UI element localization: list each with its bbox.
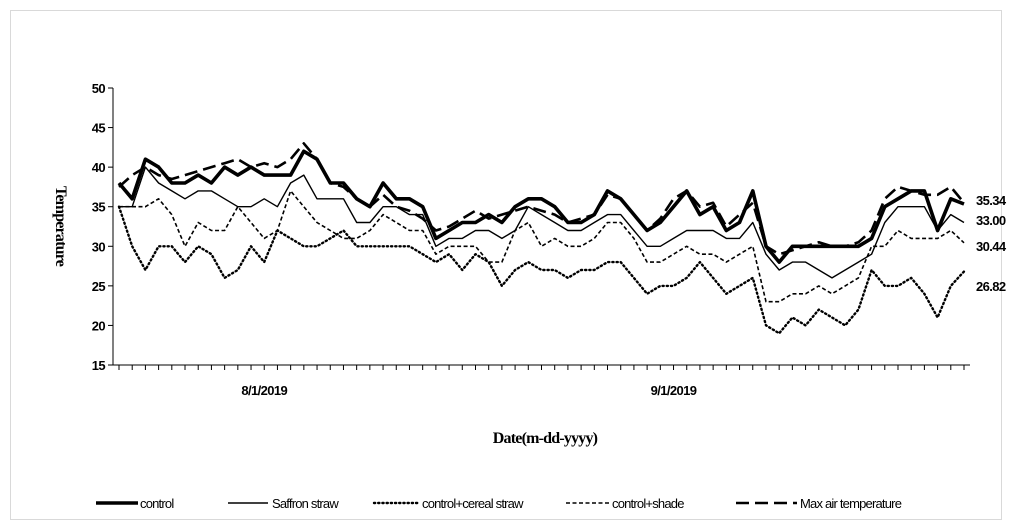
end-value-label: 30.44 xyxy=(976,239,1007,254)
y-tick-label: 20 xyxy=(92,318,106,333)
legend-item: Max air temperature xyxy=(736,496,902,511)
x-axis-title: Date(m-dd-yyyy) xyxy=(493,430,598,447)
end-value-label: 35.34 xyxy=(976,193,1007,208)
series-line-saffron-straw xyxy=(119,166,965,279)
y-tick-label: 45 xyxy=(92,121,106,136)
series-line-control-shade xyxy=(119,190,965,303)
legend-label: Max air temperature xyxy=(800,496,902,511)
y-tick-label: 25 xyxy=(92,279,106,294)
chart-legend: control Saffron straw control+cereal straw… xyxy=(96,496,902,511)
y-tick-label: 30 xyxy=(92,239,106,254)
legend-label: control+shade xyxy=(612,496,684,511)
end-value-label: 26.82 xyxy=(976,279,1006,294)
y-tick-label: 15 xyxy=(92,358,106,373)
legend-label: control xyxy=(140,496,174,511)
legend-label: control+cereal straw xyxy=(422,496,524,511)
legend-item: control+cereal straw xyxy=(372,496,525,511)
legend-item: control+shade xyxy=(566,496,685,511)
y-tick-label: 40 xyxy=(92,160,106,175)
legend-item: control xyxy=(96,496,175,511)
series-line-control-cereal-straw xyxy=(117,205,966,335)
chart-series xyxy=(117,142,966,335)
x-tick-label: 9/1/2019 xyxy=(651,383,697,398)
end-value-label: 33.00 xyxy=(976,213,1006,228)
chart-axes: 15 20 25 30 35 40 45 50 8/1/2019 9/1/2019 xyxy=(92,81,970,398)
chart-end-labels: 35.34 33.00 30.44 26.82 xyxy=(976,193,1008,294)
chart-frame xyxy=(10,10,1002,520)
series-line-control xyxy=(117,149,965,264)
y-tick-label: 35 xyxy=(92,200,106,215)
y-axis-title: Temperature xyxy=(52,186,69,267)
x-tick-label: 8/1/2019 xyxy=(241,383,287,398)
y-axis-title-text: Temperature xyxy=(52,186,69,267)
y-tick-label: 50 xyxy=(92,81,106,96)
legend-label: Saffron straw xyxy=(272,496,339,511)
legend-item: Saffron straw xyxy=(228,496,340,511)
series-line-max-air-temperature xyxy=(118,142,966,256)
